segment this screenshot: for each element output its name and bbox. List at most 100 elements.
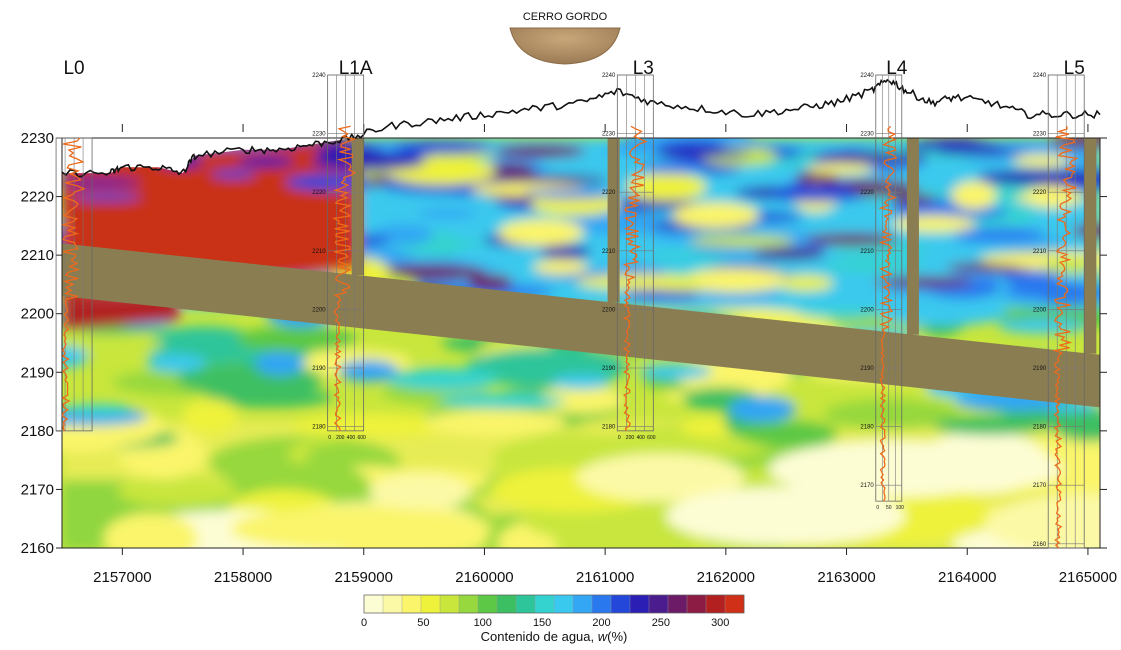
y-tick-label: 2170 — [21, 481, 54, 498]
borehole-depth-label: 2170 — [860, 483, 874, 489]
borehole-depth-label: 2200 — [860, 307, 874, 313]
colorbar-frame — [363, 594, 745, 614]
ground-surface-line — [61, 78, 1101, 178]
x-tick-label: 2157000 — [93, 569, 151, 586]
colorbar-swatch — [458, 594, 479, 614]
borehole-scale-label: 200 — [626, 435, 635, 441]
y-tick-label: 2210 — [21, 247, 54, 264]
colorbar-swatch — [496, 594, 517, 614]
colorbar-swatch — [572, 594, 593, 614]
water-content-field — [62, 138, 1100, 548]
borehole-wall — [906, 138, 919, 335]
x-tick-label: 2165000 — [1059, 569, 1117, 586]
borehole-depth-label: 2220 — [312, 190, 326, 196]
borehole-depth-label: 2240 — [1033, 73, 1047, 79]
ground-surface — [61, 78, 1101, 178]
x-tick-label: 2164000 — [938, 569, 996, 586]
colorbar-tick-label: 250 — [652, 617, 670, 629]
colorbar-swatch — [515, 594, 536, 614]
borehole-profile-trace — [622, 125, 648, 432]
borehole-depth-label: 2200 — [602, 307, 616, 313]
colorbar-swatch — [686, 594, 707, 614]
borehole-depth-label: 2220 — [1033, 190, 1047, 196]
x-tick-label: 2158000 — [214, 569, 272, 586]
borehole-profile-trace — [332, 125, 357, 431]
borehole-l5: 2240 2230 2220 2210 2200 2190 2180 2170 2160 L5 — [1033, 58, 1085, 549]
borehole-depth-label: 2180 — [602, 425, 616, 431]
colorbar-swatch — [553, 594, 574, 614]
colorbar-swatch — [724, 594, 745, 614]
impermeable-layer — [62, 243, 1100, 408]
colorbar-swatch — [591, 594, 612, 614]
borehole-profile-trace — [878, 125, 898, 502]
borehole-depth-label: 2220 — [860, 190, 874, 196]
colorbar-tick-label: 200 — [592, 617, 610, 629]
borehole-l4: 2240 2230 2220 2210 2200 2190 2180 2170 0 50 100 L4 — [860, 58, 907, 511]
borehole-scale-label: 100 — [896, 505, 905, 511]
borehole-depth-label: 2200 — [1033, 307, 1047, 313]
borehole-depth-label: 2210 — [1033, 249, 1047, 255]
x-tick-label: 2159000 — [335, 569, 393, 586]
x-tick-label: 2163000 — [817, 569, 875, 586]
y-tick-label: 2220 — [21, 189, 54, 206]
colorbar-swatch — [629, 594, 650, 614]
colorbar-swatch — [477, 594, 498, 614]
borehole-depth-label: 2200 — [312, 307, 326, 313]
borehole-depth-label: 2180 — [312, 425, 326, 431]
y-tick-label: 2200 — [21, 306, 54, 323]
sky-area — [62, 138, 352, 174]
borehole-depth-label: 2180 — [860, 425, 874, 431]
borehole-depth-label: 2210 — [860, 249, 874, 255]
borehole-name: L1A — [339, 58, 373, 79]
borehole-depth-label: 2220 — [602, 190, 616, 196]
borehole-depth-label: 2190 — [312, 366, 326, 372]
borehole-depth-label: 2190 — [860, 366, 874, 372]
colorbar-swatch — [439, 594, 460, 614]
x-tick-label: 2162000 — [697, 569, 755, 586]
borehole-scale-label: 600 — [647, 435, 656, 441]
colorbar-label: Contenido de agua, w(%) — [481, 629, 628, 644]
borehole-wall — [351, 138, 364, 276]
colorbar-swatch — [648, 594, 669, 614]
borehole-name: L5 — [1064, 58, 1085, 79]
borehole-depth-label: 2160 — [1033, 542, 1047, 548]
y-tick-label: 2230 — [21, 130, 54, 147]
borehole-name: L0 — [63, 58, 84, 79]
colorbar-swatch — [401, 594, 422, 614]
borehole-scale-label: 400 — [347, 435, 356, 441]
borehole-depth-label: 2170 — [1033, 483, 1047, 489]
y-tick-label: 2160 — [21, 540, 54, 557]
y-tick-label: 2190 — [21, 364, 54, 381]
borehole-scale-label: 400 — [636, 435, 645, 441]
borehole-scale-label: 0 — [328, 435, 331, 441]
borehole-depth-label: 2230 — [312, 132, 326, 138]
plot-frame — [61, 137, 1101, 549]
borehole-scale-label: 0 — [876, 505, 879, 511]
borehole-l0: L0 — [55, 58, 93, 432]
x-tick-label: 2160000 — [455, 569, 513, 586]
colorbar-swatch — [420, 594, 441, 614]
colorbar-swatch — [705, 594, 726, 614]
borehole-depth-label: 2240 — [860, 73, 874, 79]
borehole-depth-label: 2190 — [602, 366, 616, 372]
borehole-depth-label: 2230 — [602, 132, 616, 138]
borehole-depth-label: 2240 — [602, 73, 616, 79]
colorbar-tick-label: 300 — [711, 617, 729, 629]
borehole-name: L4 — [886, 58, 908, 79]
borehole-depth-label: 2190 — [1033, 366, 1047, 372]
borehole-wall — [607, 138, 620, 303]
colorbar-tick-label: 100 — [474, 617, 492, 629]
cerro-gordo-hill — [509, 27, 621, 65]
colorbar: 0 50 100 150 200 250 300 — [361, 594, 745, 629]
borehole-depth-label: 2230 — [860, 132, 874, 138]
axes: 2157000 2158000 2159000 2160000 2161000 21620… — [21, 124, 1117, 586]
colorbar-tick-label: 0 — [361, 617, 367, 629]
borehole-depth-label: 2180 — [1033, 425, 1047, 431]
borehole-scale-label: 600 — [357, 435, 366, 441]
colorbar-swatch — [382, 594, 403, 614]
borehole-depth-label: 2240 — [312, 73, 326, 79]
colorbar-swatch — [610, 594, 631, 614]
